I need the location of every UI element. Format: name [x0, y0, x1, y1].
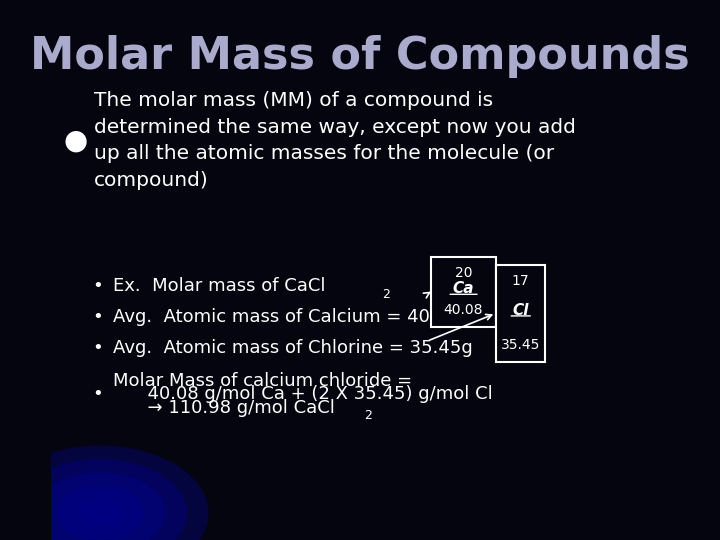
Text: Ex.  Molar mass of CaCl: Ex. Molar mass of CaCl [113, 277, 325, 295]
Ellipse shape [0, 446, 209, 540]
Text: •: • [92, 385, 103, 403]
Text: ●: ● [63, 126, 88, 154]
Text: 35.45: 35.45 [501, 338, 541, 352]
Text: Molar Mass of Compounds: Molar Mass of Compounds [30, 35, 690, 78]
Text: Cl: Cl [513, 303, 529, 318]
Ellipse shape [14, 459, 187, 540]
Ellipse shape [57, 486, 143, 540]
Text: •: • [92, 308, 103, 326]
Text: The molar mass (MM) of a compound is
determined the same way, except now you add: The molar mass (MM) of a compound is det… [94, 91, 576, 190]
Text: Ca: Ca [453, 281, 474, 296]
Text: 40.08: 40.08 [444, 303, 483, 317]
FancyBboxPatch shape [431, 256, 496, 327]
Text: 2: 2 [364, 409, 372, 422]
Text: 17: 17 [512, 274, 529, 288]
Text: •: • [92, 277, 103, 295]
FancyBboxPatch shape [496, 265, 546, 362]
Text: 2: 2 [382, 288, 390, 301]
Text: Avg.  Atomic mass of Chlorine = 35.45g: Avg. Atomic mass of Chlorine = 35.45g [113, 339, 472, 357]
Text: → 110.98 g/mol CaCl: → 110.98 g/mol CaCl [113, 399, 335, 417]
Text: 20: 20 [455, 266, 472, 280]
Text: •: • [92, 339, 103, 357]
Text: Molar Mass of calcium chloride =: Molar Mass of calcium chloride = [113, 372, 412, 390]
Text: 40.08 g/mol Ca + (2 X 35.45) g/mol Cl: 40.08 g/mol Ca + (2 X 35.45) g/mol Cl [113, 385, 492, 403]
Text: Avg.  Atomic mass of Calcium = 40.08g: Avg. Atomic mass of Calcium = 40.08g [113, 308, 469, 326]
Ellipse shape [35, 472, 166, 540]
